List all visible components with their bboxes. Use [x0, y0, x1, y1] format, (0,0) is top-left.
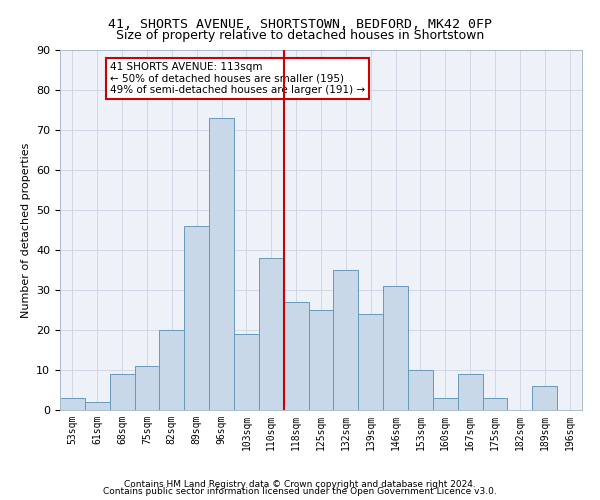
Text: Contains HM Land Registry data © Crown copyright and database right 2024.: Contains HM Land Registry data © Crown c…	[124, 480, 476, 489]
Text: Contains public sector information licensed under the Open Government Licence v3: Contains public sector information licen…	[103, 487, 497, 496]
Bar	[383, 286, 408, 410]
Bar	[358, 314, 383, 410]
Bar	[532, 386, 557, 410]
Bar	[308, 310, 334, 410]
Text: Size of property relative to detached houses in Shortstown: Size of property relative to detached ho…	[116, 29, 484, 42]
Bar	[433, 398, 458, 410]
Text: 41, SHORTS AVENUE, SHORTSTOWN, BEDFORD, MK42 0FP: 41, SHORTS AVENUE, SHORTSTOWN, BEDFORD, …	[108, 18, 492, 30]
Bar	[234, 334, 259, 410]
Bar	[160, 330, 184, 410]
Bar	[110, 374, 134, 410]
Bar	[408, 370, 433, 410]
Bar	[60, 398, 85, 410]
Bar	[334, 270, 358, 410]
Bar	[259, 258, 284, 410]
Bar	[184, 226, 209, 410]
Bar	[134, 366, 160, 410]
Bar	[458, 374, 482, 410]
Bar	[209, 118, 234, 410]
Bar	[85, 402, 110, 410]
Bar	[284, 302, 308, 410]
Text: 41 SHORTS AVENUE: 113sqm
← 50% of detached houses are smaller (195)
49% of semi-: 41 SHORTS AVENUE: 113sqm ← 50% of detach…	[110, 62, 365, 95]
Y-axis label: Number of detached properties: Number of detached properties	[20, 142, 31, 318]
Bar	[482, 398, 508, 410]
